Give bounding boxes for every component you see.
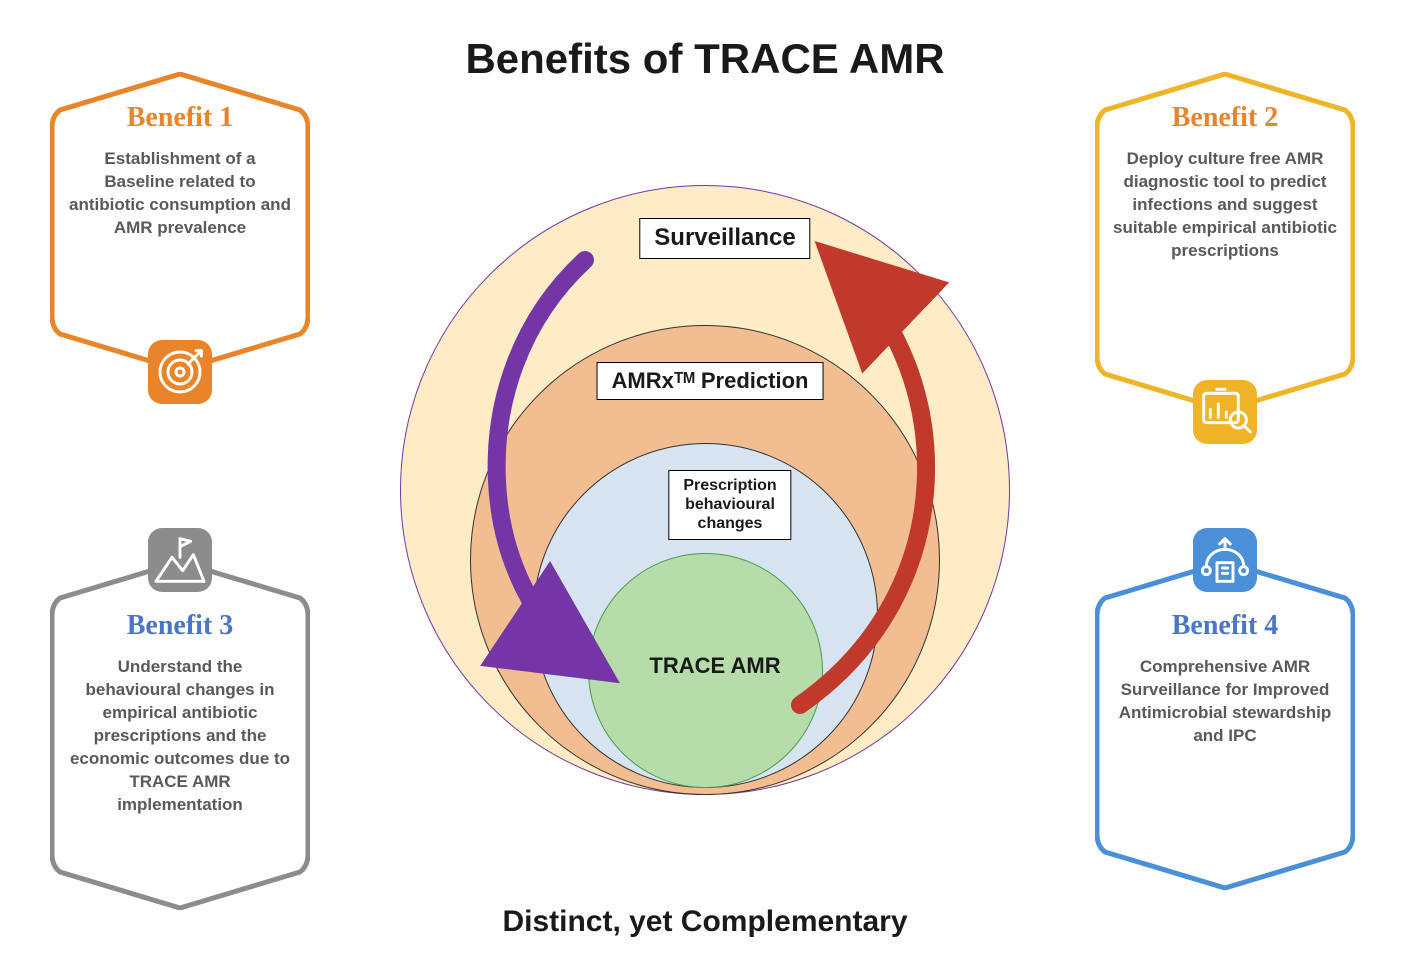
subtitle: Distinct, yet Complementary [0,905,1410,939]
target-icon [148,340,212,404]
organization-network-icon [1193,528,1257,592]
benefit-card-b4: Benefit 4 Comprehensive AMR Surveillance … [1095,560,1355,890]
benefit-description: Deploy culture free AMR diagnostic tool … [1113,148,1337,263]
inward-arrow [497,260,585,660]
chart-analytics-icon [1193,380,1257,444]
benefit-card-b3: Benefit 3 Understand the behavioural chan… [50,560,310,910]
venn-diagram: SurveillanceAMRxᵀᴹ PredictionPrescriptio… [395,160,1015,820]
benefit-description: Understand the behavioural changes in em… [68,656,292,817]
benefit-description: Establishment of a Baseline related to a… [68,148,292,240]
outward-arrow [800,270,926,705]
benefit-card-b1: Benefit 1 Establishment of a Baseline rel… [50,72,310,372]
benefit-description: Comprehensive AMR Surveillance for Impro… [1113,656,1337,748]
benefit-title: Benefit 1 [68,102,292,134]
benefit-card-b2: Benefit 2 Deploy culture free AMR diagnos… [1095,72,1355,412]
benefit-title: Benefit 4 [1113,610,1337,642]
diagram-arrows [395,160,1015,820]
benefit-title: Benefit 2 [1113,102,1337,134]
mountain-flag-icon [148,528,212,592]
benefit-title: Benefit 3 [68,610,292,642]
